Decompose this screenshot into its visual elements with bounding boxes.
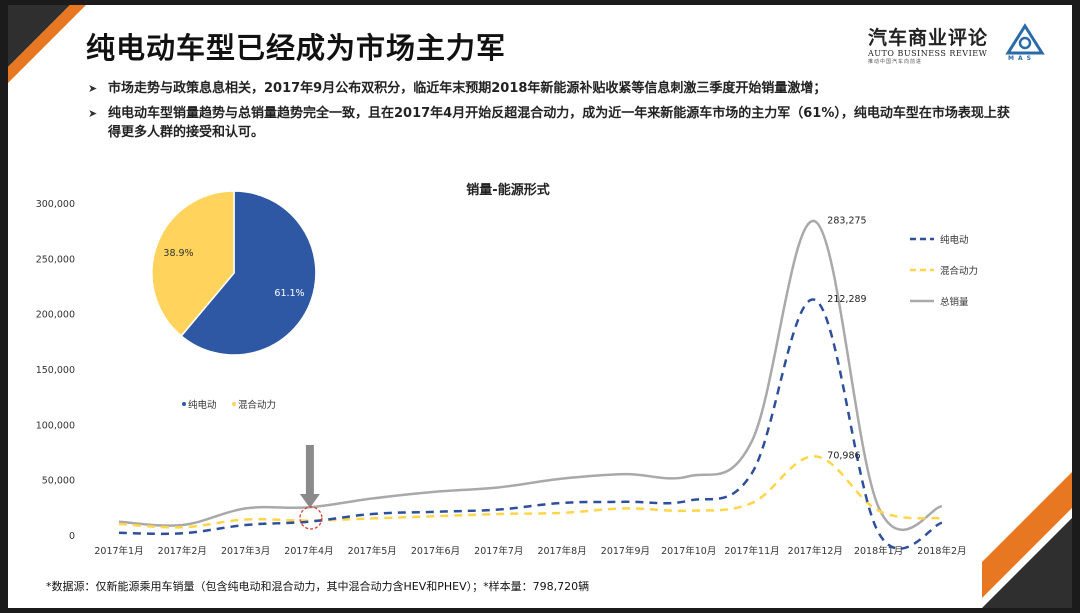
pie-value-label: 61.1% bbox=[274, 288, 304, 299]
brand-logo: 汽车商业评论 AUTO BUSINESS REVIEW 推动中国汽车向前进 bbox=[868, 23, 988, 65]
footnote: *数据源：仅新能源乘用车销量（包含纯电动和混合动力，其中混合动力含HEV和PHE… bbox=[46, 580, 590, 593]
arrow-bullet-icon: ➤ bbox=[88, 107, 98, 120]
pie-legend-marker bbox=[232, 402, 236, 406]
legend-label: 总销量 bbox=[940, 296, 969, 308]
pie-slice-0 bbox=[180, 190, 317, 356]
x-tick-label: 2017年6月 bbox=[411, 545, 460, 557]
data-label: 283,275 bbox=[827, 216, 866, 227]
bullet-item: ➤ 纯电动车型销量趋势与总销量趋势完全一致，且在2017年4月开始反超混合动力，… bbox=[88, 104, 1018, 142]
x-tick-label: 2017年4月 bbox=[284, 545, 333, 557]
bullet-text: 纯电动车型销量趋势与总销量趋势完全一致，且在2017年4月开始反超混合动力，成为… bbox=[108, 106, 1010, 140]
x-tick-label: 2017年9月 bbox=[601, 545, 650, 557]
corner-decoration-top-left bbox=[8, 5, 86, 83]
pie-legend-label: 混合动力 bbox=[238, 399, 276, 411]
bullet-list: ➤ 市场走势与政策息息相关，2017年9月公布双积分，临近年末预期2018年新能… bbox=[88, 79, 1018, 148]
series-line-1 bbox=[118, 455, 943, 529]
annotation-circle bbox=[299, 506, 323, 530]
page-title: 纯电动车型已经成为市场主力军 bbox=[86, 31, 507, 65]
y-tick-label: 150,000 bbox=[36, 365, 75, 376]
annotation-arrow-head bbox=[299, 494, 320, 508]
x-tick-label: 2017年11月 bbox=[724, 545, 779, 557]
pie-value-label: 38.9% bbox=[163, 248, 193, 259]
data-label: 212,289 bbox=[827, 294, 866, 305]
x-tick-label: 2017年8月 bbox=[537, 545, 586, 557]
x-tick-label: 2017年2月 bbox=[158, 545, 207, 557]
x-tick-label: 2017年3月 bbox=[221, 545, 270, 557]
logo-tagline: 推动中国汽车向前进 bbox=[868, 59, 923, 65]
bullet-item: ➤ 市场走势与政策息息相关，2017年9月公布双积分，临近年末预期2018年新能… bbox=[88, 79, 1018, 98]
x-tick-label: 2017年10月 bbox=[661, 545, 716, 557]
bullet-text: 市场走势与政策息息相关，2017年9月公布双积分，临近年末预期2018年新能源补… bbox=[108, 81, 827, 96]
legend-label: 纯电动 bbox=[940, 234, 969, 246]
pie-legend-marker bbox=[182, 402, 186, 406]
legend-label: 混合动力 bbox=[940, 265, 978, 277]
x-tick-label: 2017年12月 bbox=[788, 545, 843, 557]
pie-legend-label: 纯电动 bbox=[188, 399, 217, 411]
mas-triangle-icon bbox=[1005, 23, 1045, 55]
x-tick-label: 2017年5月 bbox=[348, 545, 397, 557]
x-tick-label: 2018年1月 bbox=[854, 545, 903, 557]
y-tick-label: 250,000 bbox=[36, 254, 75, 265]
pie-slice-1 bbox=[151, 190, 235, 337]
mas-label: MAS bbox=[1008, 55, 1035, 62]
series-line-2 bbox=[118, 220, 943, 532]
annotation-arrow-shaft bbox=[305, 445, 314, 495]
sales-chart: 销量-能源形式 0 50,000 100,000 150,000 200,000 250,0… bbox=[36, 182, 978, 557]
x-tick-label: 2017年7月 bbox=[474, 545, 523, 557]
corner-decoration-bottom-right bbox=[982, 472, 1072, 608]
y-tick-label: 50,000 bbox=[42, 476, 75, 487]
x-tick-label: 2017年1月 bbox=[94, 545, 143, 557]
chart-title: 销量-能源形式 bbox=[466, 182, 549, 198]
y-tick-label: 200,000 bbox=[36, 310, 75, 321]
y-tick-label: 0 bbox=[69, 531, 75, 542]
y-tick-label: 100,000 bbox=[36, 420, 75, 431]
x-tick-label: 2018年2月 bbox=[917, 545, 966, 557]
y-tick-label: 300,000 bbox=[36, 199, 75, 210]
slide: 纯电动车型已经成为市场主力军 汽车商业评论 AUTO BUSINESS REVI… bbox=[8, 5, 1072, 608]
series-line-0 bbox=[118, 298, 943, 550]
data-label: 70,986 bbox=[827, 450, 860, 461]
logo-english-name: AUTO BUSINESS REVIEW bbox=[868, 49, 988, 58]
logo-chinese-name: 汽车商业评论 bbox=[868, 27, 989, 49]
arrow-bullet-icon: ➤ bbox=[88, 82, 98, 95]
